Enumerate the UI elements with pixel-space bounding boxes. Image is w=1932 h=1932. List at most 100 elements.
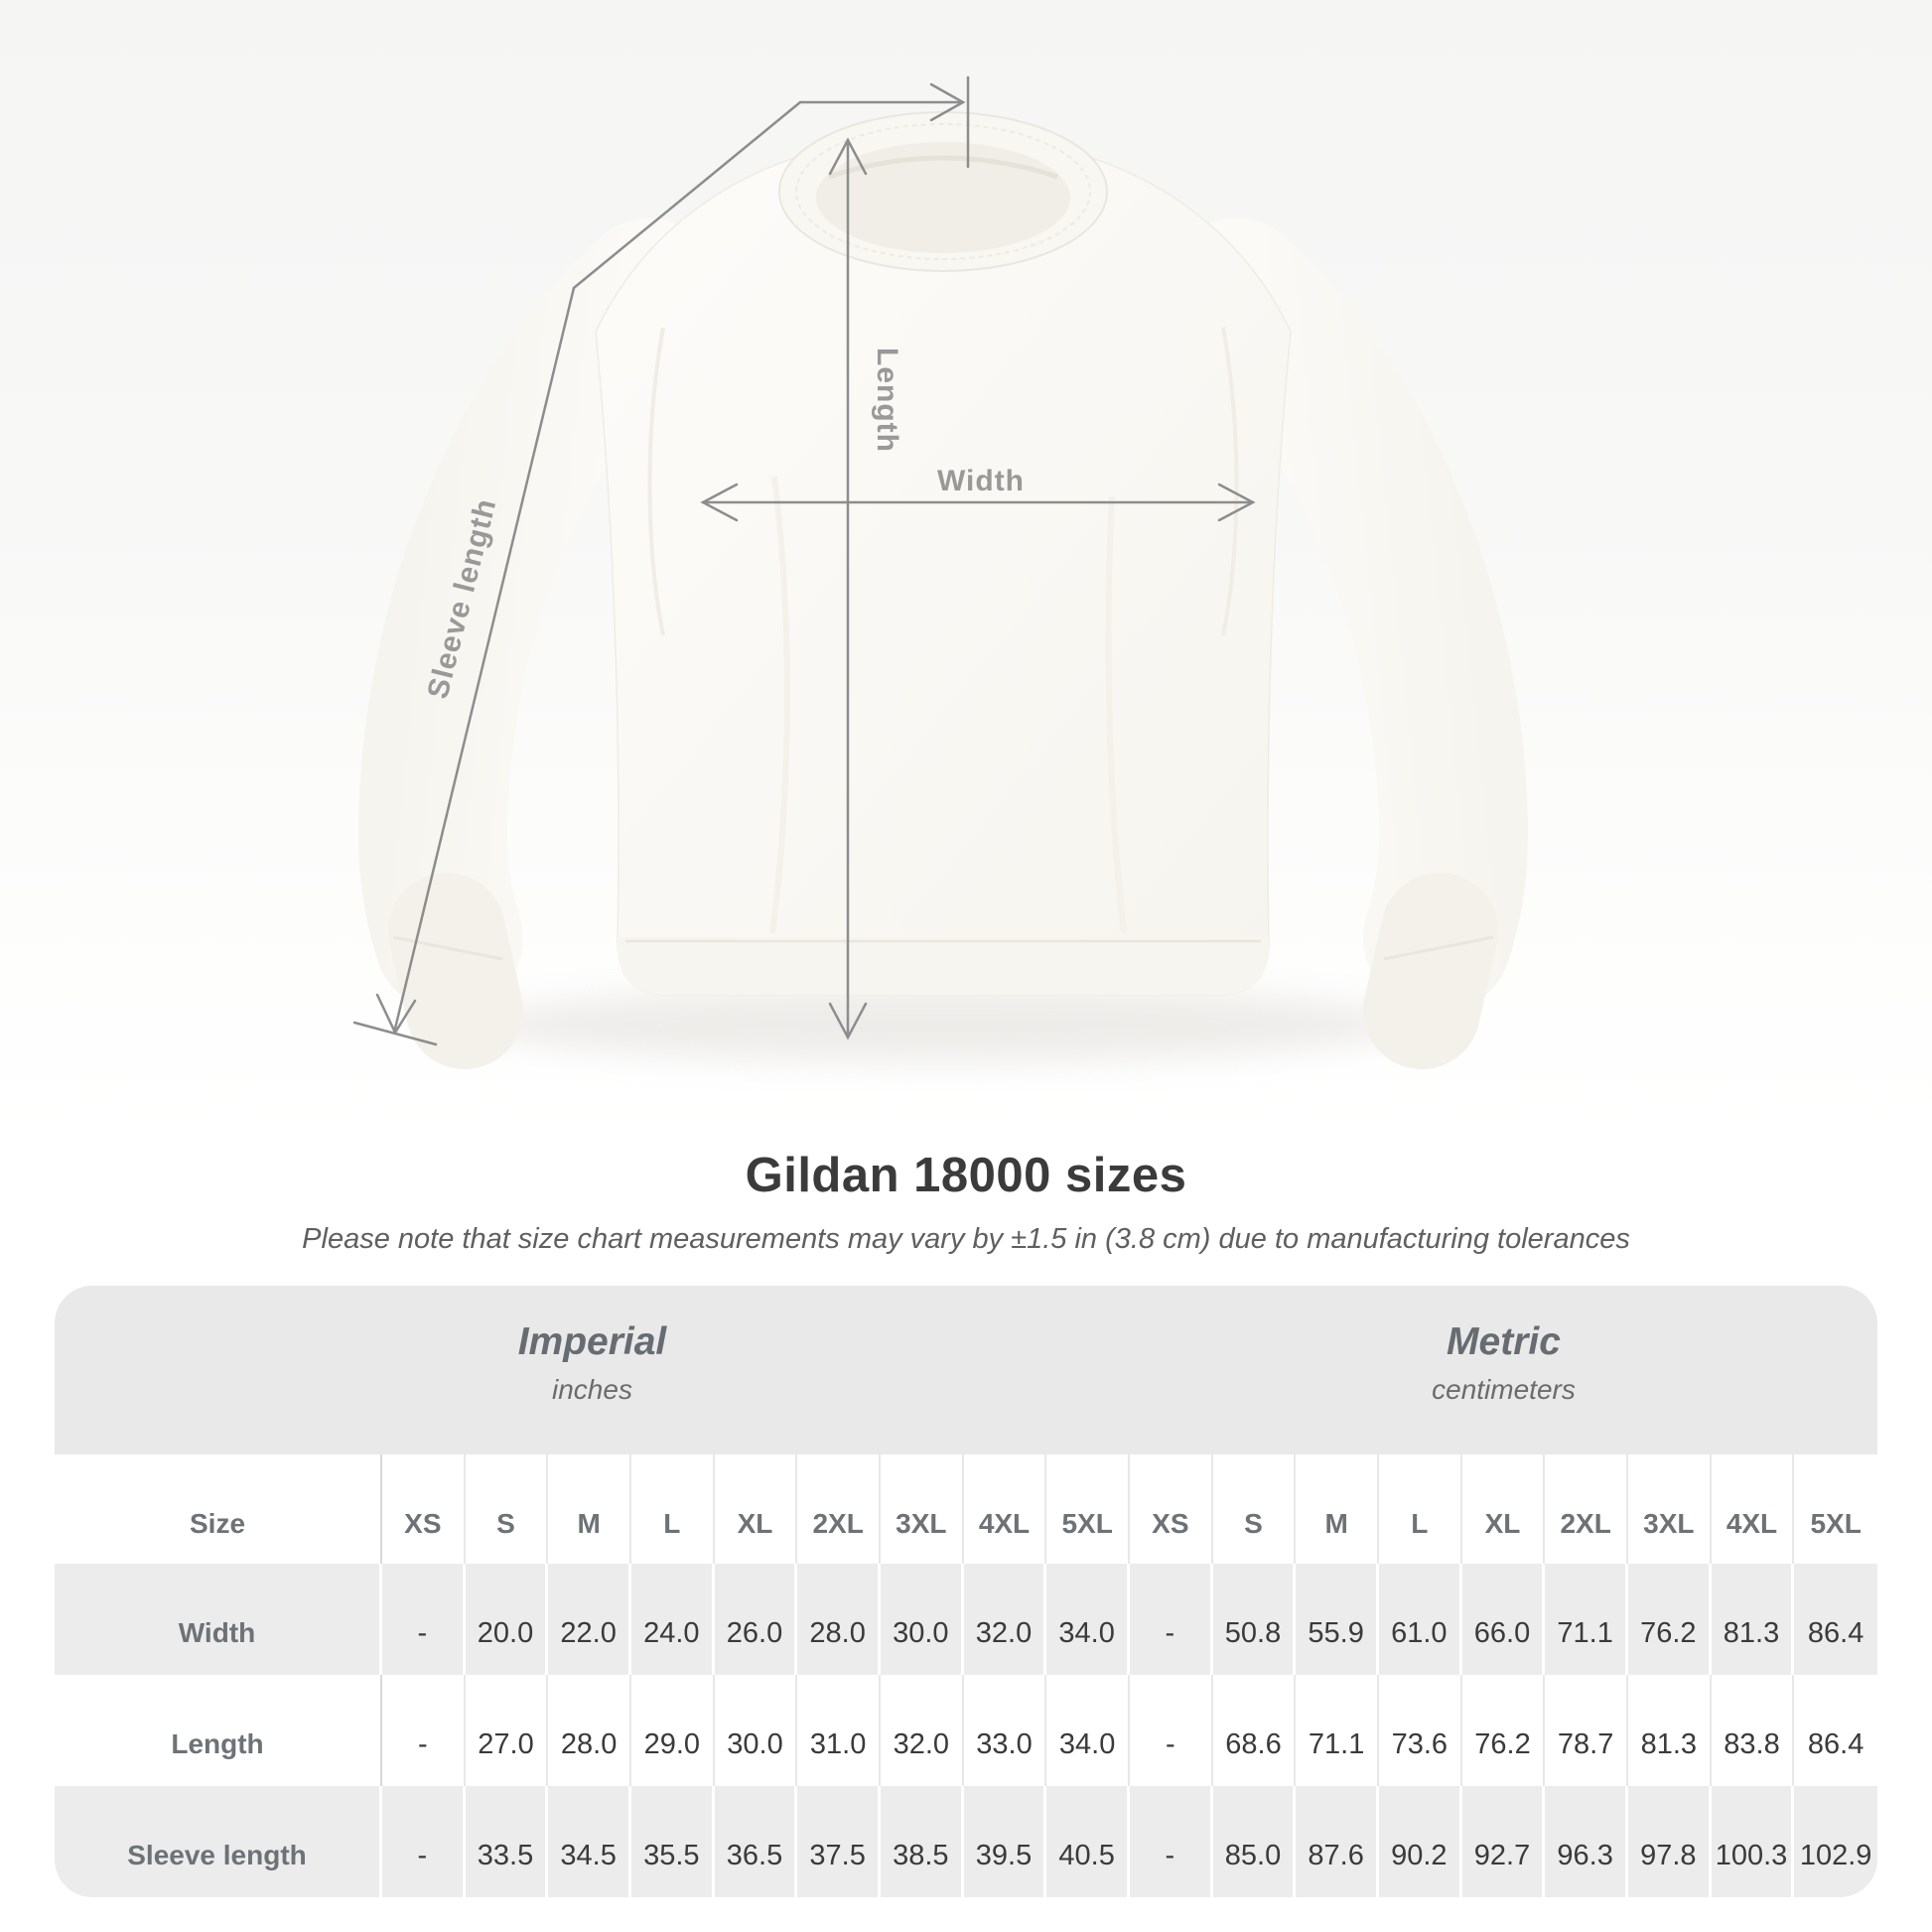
hem-band — [618, 937, 1269, 995]
width-measure — [700, 483, 1256, 522]
value-cell: 86.4 — [1794, 1564, 1877, 1675]
value-cell: 76.2 — [1461, 1675, 1546, 1786]
right-cuff — [1363, 873, 1498, 1069]
sweatshirt-illustration — [358, 111, 1528, 1069]
size-header-metric-s: S — [1212, 1454, 1297, 1564]
group-label: Metric — [1447, 1320, 1561, 1363]
value-cell: 20.0 — [465, 1564, 549, 1675]
value-cell: - — [1129, 1675, 1213, 1786]
sleeve-end-tick — [352, 1021, 438, 1046]
value-cell: - — [382, 1786, 466, 1897]
product-photo-area: Length Width Sleeve length — [0, 0, 1932, 1132]
corner-size-label: Size — [55, 1454, 382, 1564]
value-cell: 33.0 — [963, 1675, 1047, 1786]
value-cell: - — [382, 1675, 466, 1786]
left-cuff — [388, 873, 523, 1069]
size-header-imperial-3xl: 3XL — [880, 1454, 964, 1564]
value-cell: 96.3 — [1545, 1786, 1628, 1897]
value-cell: 30.0 — [714, 1675, 798, 1786]
value-cell: 76.2 — [1627, 1564, 1712, 1675]
width-arrowhead-right-icon — [1217, 483, 1256, 522]
group-unit-label: inches — [552, 1374, 632, 1405]
size-header-metric-4xl: 4XL — [1711, 1454, 1795, 1564]
size-header-metric-m: M — [1296, 1454, 1379, 1564]
fold-line — [769, 476, 790, 934]
value-cell: 81.3 — [1711, 1564, 1795, 1675]
left-sleeve — [358, 218, 725, 1013]
length-arrowhead-down-icon — [828, 1002, 868, 1040]
size-header-metric-2xl: 2XL — [1545, 1454, 1628, 1564]
size-header-imperial-4xl: 4XL — [963, 1454, 1047, 1564]
left-armhole-seam — [647, 327, 665, 636]
value-cell: - — [382, 1564, 466, 1675]
size-header-imperial-m: M — [548, 1454, 631, 1564]
value-cell: 22.0 — [548, 1564, 631, 1675]
size-header-imperial-s: S — [465, 1454, 549, 1564]
group-header-imperial: Imperial inches — [55, 1286, 1130, 1454]
size-header-imperial-2xl: 2XL — [797, 1454, 881, 1564]
value-cell: 30.0 — [880, 1564, 964, 1675]
value-cell: 28.0 — [548, 1675, 631, 1786]
value-cell: 61.0 — [1378, 1564, 1462, 1675]
sleeve-length-measure — [352, 75, 970, 1046]
row-label-sleeve-length: Sleeve length — [55, 1786, 382, 1897]
value-cell: 24.0 — [630, 1564, 715, 1675]
value-cell: 32.0 — [880, 1675, 964, 1786]
neck-opening — [816, 142, 1070, 253]
size-header-metric-xs: XS — [1129, 1454, 1213, 1564]
group-label: Imperial — [517, 1320, 667, 1363]
width-measure-label: Width — [937, 465, 1025, 497]
value-cell: 102.9 — [1794, 1786, 1877, 1897]
group-header-metric: Metric centimeters — [1129, 1286, 1877, 1454]
size-header-metric-xl: XL — [1461, 1454, 1546, 1564]
value-cell: 85.0 — [1212, 1786, 1297, 1897]
value-cell: 68.6 — [1212, 1675, 1297, 1786]
value-cell: 71.1 — [1545, 1564, 1628, 1675]
value-cell: 38.5 — [880, 1786, 964, 1897]
value-cell: 35.5 — [630, 1786, 715, 1897]
value-cell: 66.0 — [1461, 1564, 1546, 1675]
value-cell: 34.0 — [1046, 1675, 1130, 1786]
value-cell: 81.3 — [1627, 1675, 1712, 1786]
value-cell: 34.5 — [548, 1786, 631, 1897]
value-cell: 32.0 — [963, 1564, 1047, 1675]
value-cell: 36.5 — [714, 1786, 798, 1897]
value-cell: 86.4 — [1794, 1675, 1877, 1786]
value-cell: 83.8 — [1711, 1675, 1795, 1786]
value-cell: 28.0 — [797, 1564, 881, 1675]
measurement-overlay — [352, 75, 1256, 1046]
size-header-imperial-xl: XL — [714, 1454, 798, 1564]
size-header-imperial-5xl: 5XL — [1046, 1454, 1130, 1564]
value-cell: 71.1 — [1296, 1675, 1379, 1786]
value-cell: 50.8 — [1212, 1564, 1297, 1675]
sweatshirt-diagram: Length Width Sleeve length — [352, 75, 1528, 1069]
value-cell: 73.6 — [1378, 1675, 1462, 1786]
value-cell: 31.0 — [797, 1675, 881, 1786]
width-arrowhead-left-icon — [700, 483, 739, 522]
garment-shadow — [477, 987, 1410, 1062]
value-cell: 34.0 — [1046, 1564, 1130, 1675]
sleeve-diagonal-line — [393, 100, 802, 1031]
group-unit-label: centimeters — [1432, 1374, 1576, 1405]
value-cell: 100.3 — [1711, 1786, 1795, 1897]
value-cell: 97.8 — [1627, 1786, 1712, 1897]
value-cell: 39.5 — [963, 1786, 1047, 1897]
value-cell: 92.7 — [1461, 1786, 1546, 1897]
value-cell: 29.0 — [630, 1675, 715, 1786]
length-measure — [828, 137, 868, 1040]
collar-stitching — [795, 123, 1091, 260]
sleeve-arrowhead-right-icon — [929, 82, 966, 122]
value-cell: - — [1129, 1786, 1213, 1897]
value-cell: 55.9 — [1296, 1564, 1379, 1675]
size-header-metric-5xl: 5XL — [1794, 1454, 1877, 1564]
right-cuff-seam — [1383, 935, 1494, 961]
size-header-metric-l: L — [1378, 1454, 1462, 1564]
value-cell: 87.6 — [1296, 1786, 1379, 1897]
size-header-imperial-l: L — [630, 1454, 715, 1564]
tolerance-note: Please note that size chart measurements… — [302, 1223, 1630, 1255]
value-cell: 90.2 — [1378, 1786, 1462, 1897]
row-label-length: Length — [55, 1675, 382, 1786]
value-cell: 33.5 — [465, 1786, 549, 1897]
value-cell: - — [1129, 1564, 1213, 1675]
value-cell: 37.5 — [797, 1786, 881, 1897]
